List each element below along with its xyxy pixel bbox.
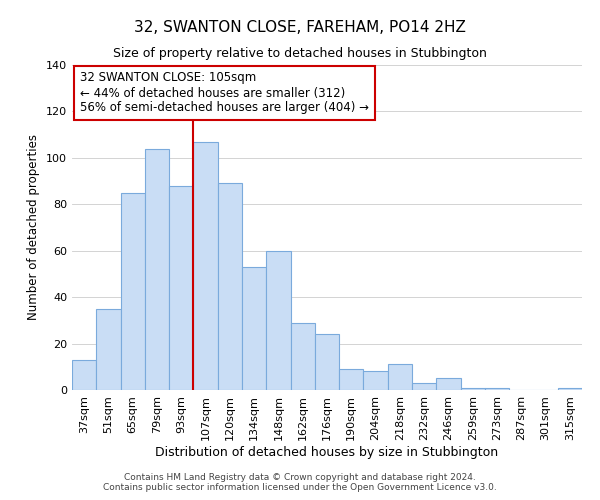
Bar (145, 148, 169, 390)
Bar (242, 267, 266, 390)
Bar (485, 388, 509, 390)
Y-axis label: Number of detached properties: Number of detached properties (28, 134, 40, 320)
Bar (266, 250, 290, 390)
Bar (461, 388, 485, 390)
Bar (436, 378, 461, 390)
Bar (290, 322, 315, 390)
Bar (558, 388, 582, 390)
Bar (169, 186, 193, 390)
X-axis label: Distribution of detached houses by size in Stubbington: Distribution of detached houses by size … (155, 446, 499, 458)
Text: Size of property relative to detached houses in Stubbington: Size of property relative to detached ho… (113, 48, 487, 60)
Bar (72, 360, 96, 390)
Bar (193, 142, 218, 390)
Text: 32, SWANTON CLOSE, FAREHAM, PO14 2HZ: 32, SWANTON CLOSE, FAREHAM, PO14 2HZ (134, 20, 466, 35)
Bar (96, 309, 121, 390)
Bar (388, 364, 412, 390)
Bar (412, 383, 436, 390)
Bar (218, 184, 242, 390)
Bar (315, 334, 339, 390)
Bar (364, 372, 388, 390)
Text: Contains HM Land Registry data © Crown copyright and database right 2024.
Contai: Contains HM Land Registry data © Crown c… (103, 473, 497, 492)
Bar (121, 192, 145, 390)
Text: 32 SWANTON CLOSE: 105sqm
← 44% of detached houses are smaller (312)
56% of semi-: 32 SWANTON CLOSE: 105sqm ← 44% of detach… (80, 72, 368, 114)
Bar (339, 369, 364, 390)
